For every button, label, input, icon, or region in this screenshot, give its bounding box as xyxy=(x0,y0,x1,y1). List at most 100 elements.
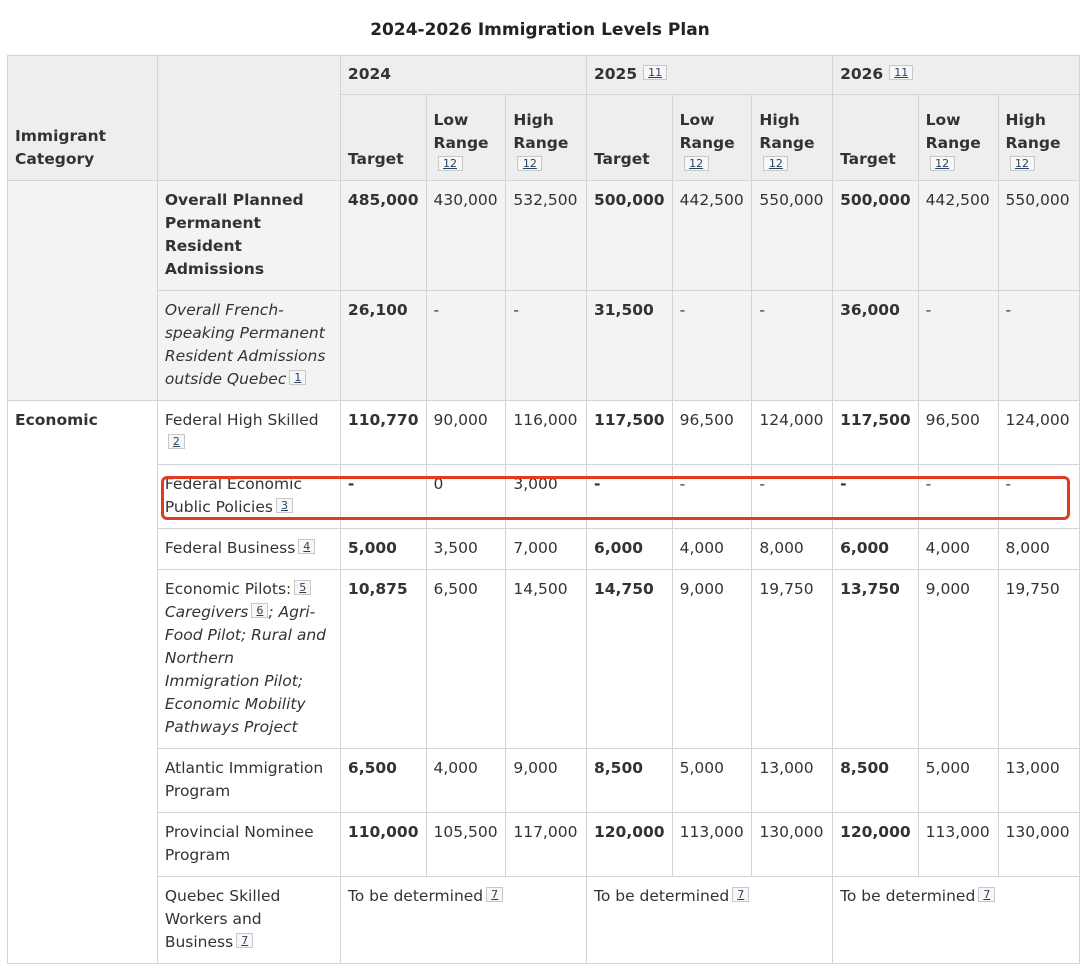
cell-high: 13,000 xyxy=(751,748,834,813)
table-row: Overall Planned Permanent Resident Admis… xyxy=(7,180,1080,401)
header-blank xyxy=(156,55,341,181)
cell-target: 14,750 xyxy=(585,569,673,749)
cell-target: 31,500 xyxy=(585,290,673,401)
cell-high: 14,500 xyxy=(505,569,587,749)
cell-target: 26,100 xyxy=(339,290,427,401)
cell-high: 124,000 xyxy=(751,400,834,465)
cell-low: 9,000 xyxy=(671,569,753,749)
cell-high: - xyxy=(505,290,587,401)
cell-low: 90,000 xyxy=(425,400,507,465)
footnote-link[interactable]: 12 xyxy=(1009,156,1035,171)
footnote-link[interactable]: 12 xyxy=(683,156,709,171)
cell-high: 117,000 xyxy=(505,812,587,877)
footnote-link[interactable]: 3 xyxy=(275,498,293,513)
footnote-link[interactable]: 12 xyxy=(929,156,955,171)
cell-target: 6,000 xyxy=(832,528,919,570)
footnote-link[interactable]: 4 xyxy=(298,539,316,554)
cell-target: 500,000 xyxy=(585,180,673,291)
cell-high: 532,500 xyxy=(505,180,587,291)
cell-target: 500,000 xyxy=(832,180,919,291)
header-high-range: High Range 12 xyxy=(997,94,1080,181)
row-label: Federal Business 4 xyxy=(156,528,341,570)
cell-low: 5,000 xyxy=(671,748,753,813)
cell-low: 96,500 xyxy=(671,400,753,465)
header-low-range: Low Range 12 xyxy=(671,94,753,181)
cell-target: - xyxy=(339,464,427,529)
footnote-link[interactable]: 7 xyxy=(486,887,504,902)
cell-high: - xyxy=(751,464,834,529)
cell-target: 485,000 xyxy=(339,180,427,291)
cell-target: 117,500 xyxy=(585,400,673,465)
cell-low: - xyxy=(425,290,507,401)
cell-target: 8,500 xyxy=(832,748,919,813)
cell-low: 6,500 xyxy=(425,569,507,749)
header-year-2024: 2024 xyxy=(339,55,587,95)
cell-low: 4,000 xyxy=(425,748,507,813)
cell-target: 120,000 xyxy=(832,812,919,877)
cell-target: 110,770 xyxy=(339,400,427,465)
table-row: Quebec Skilled Workers and Business 7 To … xyxy=(8,876,1080,964)
cell-high: 550,000 xyxy=(751,180,834,291)
cell-high: 7,000 xyxy=(505,528,587,570)
cell-tbd: To be determined 7 xyxy=(339,876,587,964)
footnote-link[interactable]: 1 xyxy=(289,370,307,385)
cell-tbd: To be determined 7 xyxy=(585,876,834,964)
footnote-link[interactable]: 2 xyxy=(167,434,185,449)
header-low-range: Low Range 12 xyxy=(425,94,507,181)
category-economic: Economic xyxy=(7,400,158,964)
table-row-federal-business: Federal Business 4 5,000 3,500 7,000 6,00… xyxy=(8,528,1080,570)
row-label-french: Overall French-speaking Permanent Reside… xyxy=(156,290,341,401)
cell-low: 9,000 xyxy=(917,569,999,749)
cell-high: 550,000 xyxy=(997,180,1080,291)
cell-low: - xyxy=(671,290,753,401)
table-row: Federal Economic Public Policies 3 - 0 3,… xyxy=(8,464,1080,529)
footnote-link[interactable]: 12 xyxy=(763,156,789,171)
row-label: Federal High Skilled2 xyxy=(156,400,341,465)
immigration-levels-table: Immigrant Category 2024 2025 11 2026 11 Ta… xyxy=(7,55,1080,964)
header-low-range: Low Range 12 xyxy=(917,94,999,181)
footnote-link[interactable]: 7 xyxy=(978,887,996,902)
header-year-2026: 2026 11 xyxy=(832,55,1080,95)
footnote-link[interactable]: 11 xyxy=(643,64,668,80)
cell-target: 110,000 xyxy=(339,812,427,877)
cell-high: 8,000 xyxy=(997,528,1080,570)
cell-target: 8,500 xyxy=(585,748,673,813)
cell-target: 5,000 xyxy=(339,528,427,570)
category-blank xyxy=(7,180,158,401)
cell-target: 117,500 xyxy=(832,400,919,465)
table-row: Provincial Nominee Program 110,000 105,5… xyxy=(8,812,1080,877)
footnote-link[interactable]: 11 xyxy=(889,64,914,80)
row-label: Atlantic Immigration Program xyxy=(156,748,341,813)
table-row: Economic Federal High Skilled2 110,770 9… xyxy=(7,400,1080,964)
footnote-link[interactable]: 5 xyxy=(294,580,312,595)
row-label: Quebec Skilled Workers and Business 7 xyxy=(156,876,341,964)
cell-low: 442,500 xyxy=(671,180,753,291)
footnote-link[interactable]: 7 xyxy=(732,887,750,902)
cell-high: - xyxy=(751,290,834,401)
cell-low: - xyxy=(671,464,753,529)
cell-low: 4,000 xyxy=(917,528,999,570)
cell-target: 6,000 xyxy=(585,528,673,570)
cell-low: 0 xyxy=(425,464,507,529)
cell-low: - xyxy=(917,464,999,529)
footnote-link[interactable]: 7 xyxy=(236,933,254,948)
table-caption: 2024-2026 Immigration Levels Plan xyxy=(370,20,710,40)
cell-low: - xyxy=(917,290,999,401)
cell-target: 6,500 xyxy=(339,748,427,813)
footnote-link[interactable]: 12 xyxy=(517,156,543,171)
cell-low: 96,500 xyxy=(917,400,999,465)
row-label: Federal Economic Public Policies 3 xyxy=(156,464,341,529)
cell-low: 430,000 xyxy=(425,180,507,291)
table-row: Overall French-speaking Permanent Reside… xyxy=(8,290,1080,401)
cell-high: 130,000 xyxy=(751,812,834,877)
cell-target: 13,750 xyxy=(832,569,919,749)
cell-high: 130,000 xyxy=(997,812,1080,877)
cell-target: 10,875 xyxy=(339,569,427,749)
footnote-link[interactable]: 12 xyxy=(437,156,463,171)
header-target: Target xyxy=(585,94,673,181)
cell-low: 442,500 xyxy=(917,180,999,291)
header-high-range: High Range 12 xyxy=(751,94,834,181)
header-immigrant-category: Immigrant Category xyxy=(7,55,158,181)
footnote-link[interactable]: 6 xyxy=(251,603,269,618)
cell-target: 120,000 xyxy=(585,812,673,877)
